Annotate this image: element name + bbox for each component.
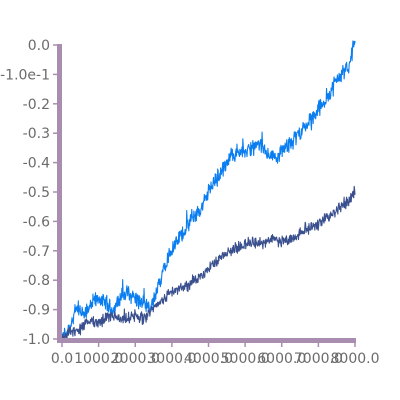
x-tick-label: 0.0 [51,351,73,367]
y-tick-label: -1.0 [23,332,50,348]
y-tick-label: 0.0 [28,38,50,54]
y-tick-label: -0.5 [23,185,50,201]
series-line-2 [61,185,356,343]
x-tick-label: 8000.0 [331,351,380,367]
y-tick-labels: 0.0 -1.0e-1 -0.2 -0.3 -0.4 -0.5 -0.6 -0.7 -0.8 -0… [0,38,50,348]
x-tick-label: 7000.0 [294,351,343,367]
x-tick-label: 4000.0 [184,351,233,367]
series-line-1 [61,40,356,343]
y-tick-label: -0.3 [23,126,50,142]
x-tick-label: 2000.0 [111,351,160,367]
axes-layer [53,44,356,347]
x-tick-label: 5000.0 [221,351,270,367]
y-tick-label: -0.2 [23,97,50,113]
y-tick-label: -0.4 [23,156,50,172]
y-tick-label: -0.6 [23,214,50,230]
x-tick-label: 3000.0 [147,351,196,367]
y-tick-label: -1.0e-1 [0,67,50,83]
x-tick-label: 1000.0 [74,351,123,367]
x-axis-line [57,338,356,343]
y-tick-label: -0.8 [23,273,50,289]
y-axis-line [57,44,62,340]
x-tick-labels: 0.0 1000.02000.03000.04000.05000.06000.07… [51,351,380,367]
x-tick-label: 6000.0 [257,351,306,367]
y-tick-label: -0.9 [23,303,50,319]
series-layer [61,40,356,343]
y-tick-label: -0.7 [23,244,50,260]
